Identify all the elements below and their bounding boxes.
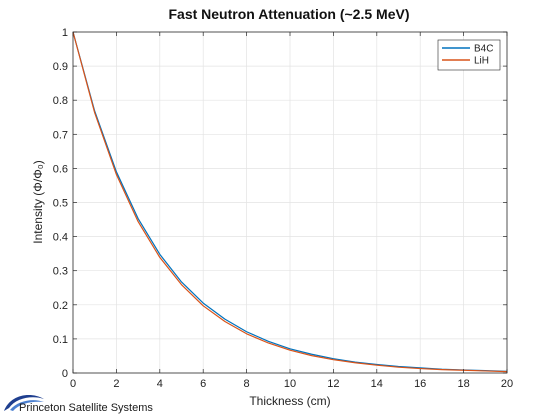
logo-text: Princeton Satellite Systems [19,402,153,414]
y-tick-label: 0.1 [53,334,68,346]
legend-label-lih: LiH [474,56,489,67]
x-tick-label: 14 [371,378,383,390]
logo-swoosh-icon [4,395,44,411]
x-tick-label: 20 [501,378,513,390]
x-tick-label: 6 [200,378,206,390]
y-axis: 0 0.1 0.2 0.3 0.4 0.5 0.6 0.7 0.8 0.9 1 [53,27,507,380]
y-tick-label: 0.9 [53,61,68,73]
legend-box [437,39,501,71]
series-layer [72,31,508,373]
x-tick-label: 8 [244,378,250,390]
x-tick-label: 4 [157,378,163,390]
y-tick-label: 0.7 [53,129,68,141]
x-axis: 0 2 4 6 8 10 12 14 16 18 20 [70,32,513,390]
x-tick-label: 18 [457,378,469,390]
y-tick-label: 0.8 [53,95,68,107]
legend-label-b4c: B4C [474,44,493,55]
y-tick-label: 1 [62,27,68,39]
chart-title: Fast Neutron Attenuation (~2.5 MeV) [168,6,409,22]
x-tick-label: 2 [113,378,119,390]
y-tick-label: 0.6 [53,163,68,175]
y-tick-label: 0.5 [53,198,68,210]
x-axis-label: Thickness (cm) [249,394,330,408]
y-tick-label: 0 [62,368,68,380]
series-line-lih [72,31,508,373]
y-tick-label: 0.2 [53,300,68,312]
x-tick-label: 10 [284,378,296,390]
x-tick-label: 0 [70,378,76,390]
logo-swoosh-accent-icon [10,400,44,411]
grid [73,32,507,373]
y-tick-label: 0.4 [53,232,68,244]
x-tick-label: 16 [414,378,426,390]
y-tick-label: 0.3 [53,266,68,278]
x-tick-label: 12 [327,378,339,390]
y-axis-label: Intensity (Φ/Φ₀) [31,160,45,243]
company-logo: Princeton Satellite Systems [4,395,153,414]
